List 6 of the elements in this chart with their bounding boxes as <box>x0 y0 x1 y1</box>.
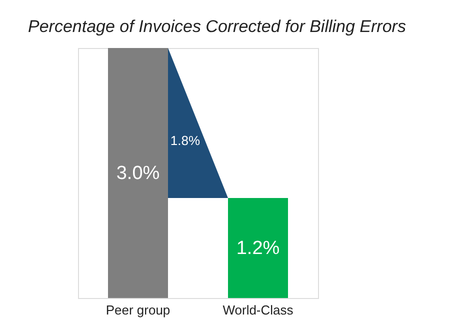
data-label: 3.0% <box>116 163 160 184</box>
chart-title: Percentage of Invoices Corrected for Billing Errors <box>28 17 406 36</box>
annotation: 1.8% <box>170 133 200 148</box>
data-label: 1.2% <box>236 238 280 259</box>
x-tick-label: World-Class <box>222 302 294 318</box>
x-tick-label: Peer group <box>106 302 170 318</box>
